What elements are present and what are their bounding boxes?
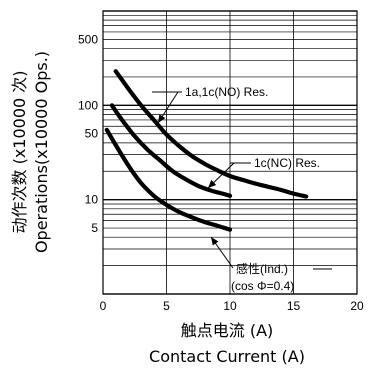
plot-frame [102, 10, 358, 295]
x-tick-label: 0 [100, 299, 107, 313]
series-2-arrowhead [208, 179, 217, 188]
tick-labels: 0 5 10 15 20 5 10 50 100 500 [78, 32, 364, 313]
y-tick-label: 50 [85, 127, 99, 141]
y-axis-title: 动作次数 (x10000 次) [10, 70, 29, 233]
series-3-label: 感性(Ind.) [236, 261, 288, 276]
series-lines [104, 69, 309, 232]
y-tick-label: 10 [85, 193, 99, 207]
series-line-2 [109, 103, 233, 198]
series-1-label: 1a,1c(NO) Res. [185, 85, 268, 99]
y-tick-label: 100 [78, 98, 98, 112]
series-annotations: 1a,1c(NO) Res. 1c(NC) Res. 感性(Ind.) (cos Φ=… [152, 85, 332, 293]
y-axis-title-en: Operations(x10000 Ops.) [32, 51, 51, 253]
series-3-label-extra: (cos Φ=0.4) [231, 279, 294, 293]
x-axis-title: 触点电流 (A) [181, 321, 274, 340]
x-tick-label: 15 [287, 299, 301, 313]
x-tick-label: 20 [350, 299, 364, 313]
y-tick-label: 500 [78, 32, 98, 46]
grid [102, 10, 358, 295]
y-tick-label: 5 [91, 221, 98, 235]
series-line-1 [113, 69, 309, 199]
series-3-arrowhead [211, 237, 219, 246]
x-tick-label: 10 [223, 299, 237, 313]
series-2-label: 1c(NC) Res. [254, 156, 320, 170]
x-axis-title-en: Contact Current (A) [149, 347, 305, 366]
x-tick-label: 5 [163, 299, 170, 313]
series-line-3 [104, 127, 233, 232]
series-1-arrowhead [158, 114, 166, 123]
